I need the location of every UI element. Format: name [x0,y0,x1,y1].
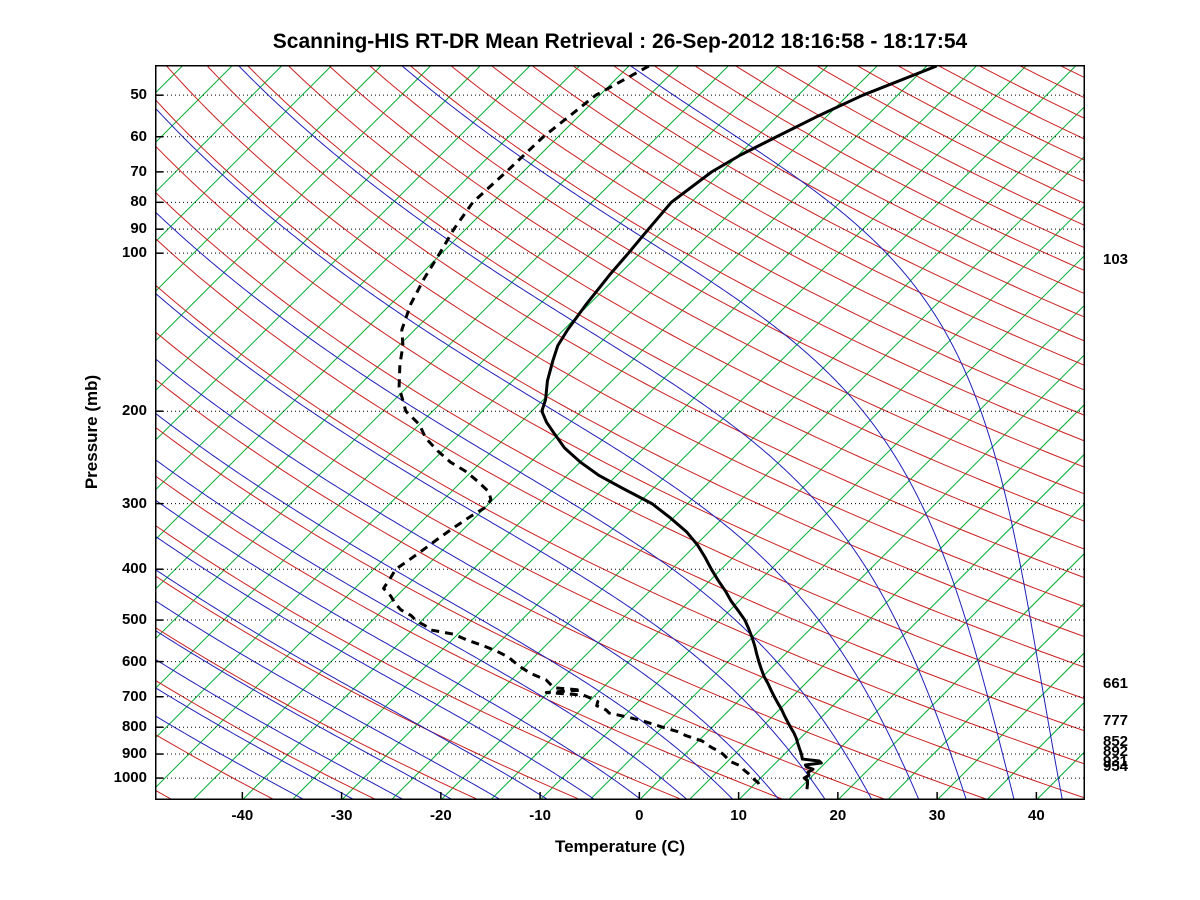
skewt-plot-canvas [155,65,1085,800]
right-pressure-label: 852 [1103,732,1129,750]
x-tick-label: -10 [529,807,551,824]
y-tick-label: 300 [121,494,147,512]
x-tick-label: -40 [231,807,254,824]
y-tick-label: 400 [121,560,147,578]
y-tick-label: 1000 [113,769,147,787]
right-pressure-label: 661 [1103,674,1129,692]
x-tick-label: 20 [829,807,847,824]
y-tick-label: 80 [130,193,147,211]
x-tick-label: 40 [1028,807,1045,824]
right-pressure-label: 777 [1103,711,1129,729]
y-tick-label: 90 [130,220,147,238]
right-pressure-label: 954 [1103,758,1129,776]
x-tick-label: 0 [635,807,644,824]
right-pressure-label: 931 [1103,752,1129,770]
y-tick-label: 70 [130,162,147,180]
y-tick-label: 900 [121,745,147,763]
y-tick-label: 100 [121,244,147,262]
x-tick-label: 30 [928,807,946,824]
y-tick-label: 50 [130,86,147,104]
y-tick-label: 700 [121,687,147,705]
right-pressure-label: 103 [1103,250,1129,268]
y-tick-label: 600 [121,652,147,670]
x-tick-label: -20 [430,807,452,824]
y-axis-label: Pressure (mb) [82,374,101,490]
y-tick-label: 800 [121,718,147,736]
y-tick-label: 60 [130,127,147,145]
x-axis-label: Temperature (C) [554,837,686,856]
x-tick-label: 10 [730,807,747,824]
y-tick-label: 500 [121,611,147,629]
chart-title: Scanning-HIS RT-DR Mean Retrieval : 26-S… [272,30,968,53]
right-pressure-label: 892 [1103,743,1129,760]
x-tick-label: -30 [330,807,353,824]
y-tick-label: 200 [121,402,147,420]
